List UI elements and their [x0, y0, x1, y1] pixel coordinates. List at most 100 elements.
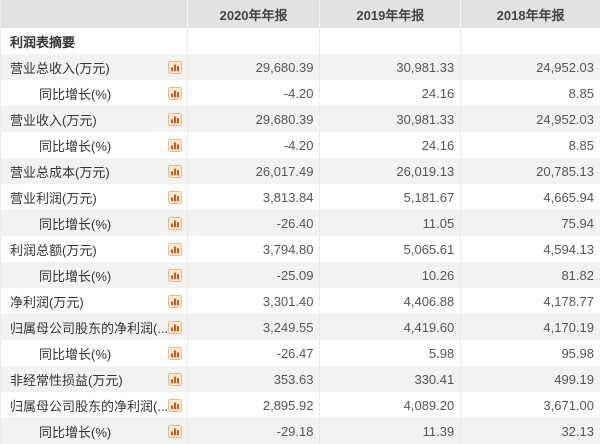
row-label-cell: 非经常性损益(万元) — [1, 366, 187, 392]
value-cell: 29,680.39 — [186, 54, 320, 80]
value-cell: -4.20 — [186, 132, 320, 158]
value-cell: 3,249.55 — [186, 314, 320, 340]
value-cell: 5,181.67 — [319, 184, 460, 210]
column-header-2019: 2019年年报 — [319, 0, 460, 28]
bar-chart-icon[interactable] — [167, 268, 182, 282]
value-cell: 8.85 — [460, 80, 600, 106]
value-cell: 26,019.13 — [319, 158, 460, 184]
column-header-2020: 2020年年报 — [186, 0, 320, 28]
row-label-cell: 同比增长(%) — [1, 80, 187, 106]
value-cell: 29,680.39 — [186, 106, 320, 132]
value-cell: 20,785.13 — [460, 158, 600, 184]
value-cell — [186, 28, 320, 54]
row-label: 同比增长(%) — [39, 268, 112, 284]
table-row: 同比增长(%) -26.47 5.98 95.98 — [1, 340, 600, 366]
bar-chart-icon[interactable] — [167, 112, 182, 126]
row-label-cell: 营业总收入(万元) — [1, 54, 187, 80]
table-header-row: 2020年年报 2019年年报 2018年年报 — [1, 0, 600, 28]
bar-chart-icon[interactable] — [167, 424, 182, 438]
value-cell: 4,419.60 — [319, 314, 460, 340]
value-cell: 11.05 — [319, 210, 460, 236]
row-label: 同比增长(%) — [39, 86, 112, 102]
row-label: 营业利润(万元) — [10, 190, 97, 206]
table-row: 营业收入(万元) 29,680.39 30,981.33 24,952.03 — [1, 106, 600, 132]
value-cell: 3,813.84 — [186, 184, 320, 210]
row-label-cell: 营业总成本(万元) — [1, 158, 187, 184]
table-row: 归属母公司股东的净利润(... 2,895.92 4,089.20 3,671.00 — [1, 392, 600, 418]
table-row: 营业利润(万元) 3,813.84 5,181.67 4,665.94 — [1, 184, 600, 210]
bar-chart-icon[interactable] — [167, 216, 182, 230]
row-label-cell: 归属母公司股东的净利润(... — [1, 392, 187, 418]
row-label-cell: 归属母公司股东的净利润(... — [1, 314, 187, 340]
header-empty-cell — [1, 0, 187, 28]
value-cell: 4,665.94 — [460, 184, 600, 210]
bar-chart-icon[interactable] — [167, 86, 182, 100]
table-body: 营业总收入(万元) 29,680.39 30,981.33 24,952.03 同比增… — [1, 54, 600, 444]
bar-chart-icon[interactable] — [167, 320, 182, 334]
bar-chart-icon[interactable] — [167, 346, 182, 360]
row-label-cell: 利润总额(万元) — [1, 236, 187, 262]
value-cell: 95.98 — [460, 340, 600, 366]
row-label: 非经常性损益(万元) — [10, 372, 123, 388]
value-cell: 3,301.40 — [186, 288, 320, 314]
value-cell: 5,065.61 — [319, 236, 460, 262]
value-cell: 8.85 — [460, 132, 600, 158]
row-label-cell: 净利润(万元) — [1, 288, 187, 314]
column-header-2018: 2018年年报 — [460, 0, 600, 28]
table-row: 利润总额(万元) 3,794.80 5,065.61 4,594.13 — [1, 236, 600, 262]
value-cell: 4,594.13 — [460, 236, 600, 262]
value-cell: 81.82 — [460, 262, 600, 288]
value-cell: 32.13 — [460, 418, 600, 444]
bar-chart-icon[interactable] — [167, 60, 182, 74]
value-cell: 24,952.03 — [460, 54, 600, 80]
table-row: 非经常性损益(万元) 353.63 330.41 499.19 — [1, 366, 600, 392]
value-cell: 4,089.20 — [319, 392, 460, 418]
value-cell — [460, 28, 600, 54]
value-cell: 4,178.77 — [460, 288, 600, 314]
table-row: 同比增长(%) -4.20 24.16 8.85 — [1, 80, 600, 106]
value-cell: 3,671.00 — [460, 392, 600, 418]
value-cell: 24,952.03 — [460, 106, 600, 132]
row-label: 利润总额(万元) — [10, 242, 97, 258]
table-row: 同比增长(%) -29.18 11.39 32.13 — [1, 418, 600, 444]
value-cell: 5.98 — [319, 340, 460, 366]
row-label: 同比增长(%) — [39, 138, 112, 154]
bar-chart-icon[interactable] — [167, 398, 182, 412]
value-cell: 499.19 — [460, 366, 600, 392]
value-cell — [319, 28, 460, 54]
value-cell: 24.16 — [319, 80, 460, 106]
value-cell: -25.09 — [186, 262, 320, 288]
table-row: 营业总成本(万元) 26,017.49 26,019.13 20,785.13 — [1, 158, 600, 184]
row-label-cell: 营业收入(万元) — [1, 106, 187, 132]
value-cell: 30,981.33 — [319, 106, 460, 132]
row-label: 营业收入(万元) — [10, 112, 97, 128]
value-cell: 75.94 — [460, 210, 600, 236]
bar-chart-icon[interactable] — [167, 164, 182, 178]
value-cell: 2,895.92 — [186, 392, 320, 418]
row-label: 净利润(万元) — [10, 294, 84, 310]
bar-chart-icon[interactable] — [167, 190, 182, 204]
table-row: 同比增长(%) -4.20 24.16 8.85 — [1, 132, 600, 158]
table-row: 归属母公司股东的净利润(... 3,249.55 4,419.60 4,170.19 — [1, 314, 600, 340]
value-cell: 11.39 — [319, 418, 460, 444]
section-title-row: 利润表摘要 — [1, 28, 600, 54]
bar-chart-icon[interactable] — [167, 372, 182, 386]
value-cell: -4.20 — [186, 80, 320, 106]
value-cell: -26.47 — [186, 340, 320, 366]
row-label: 归属母公司股东的净利润(... — [10, 398, 168, 414]
row-label-cell: 同比增长(%) — [1, 262, 187, 288]
row-label: 同比增长(%) — [39, 424, 112, 440]
table-row: 营业总收入(万元) 29,680.39 30,981.33 24,952.03 — [1, 54, 600, 80]
row-label: 营业总收入(万元) — [10, 60, 110, 76]
row-label-cell: 同比增长(%) — [1, 210, 187, 236]
value-cell: 30,981.33 — [319, 54, 460, 80]
row-label: 同比增长(%) — [39, 346, 112, 362]
table-row: 净利润(万元) 3,301.40 4,406.88 4,178.77 — [1, 288, 600, 314]
bar-chart-icon[interactable] — [167, 294, 182, 308]
bar-chart-icon[interactable] — [167, 138, 182, 152]
row-label: 归属母公司股东的净利润(... — [10, 320, 168, 336]
value-cell: 4,406.88 — [319, 288, 460, 314]
bar-chart-icon[interactable] — [167, 242, 182, 256]
table-row: 同比增长(%) -26.40 11.05 75.94 — [1, 210, 600, 236]
